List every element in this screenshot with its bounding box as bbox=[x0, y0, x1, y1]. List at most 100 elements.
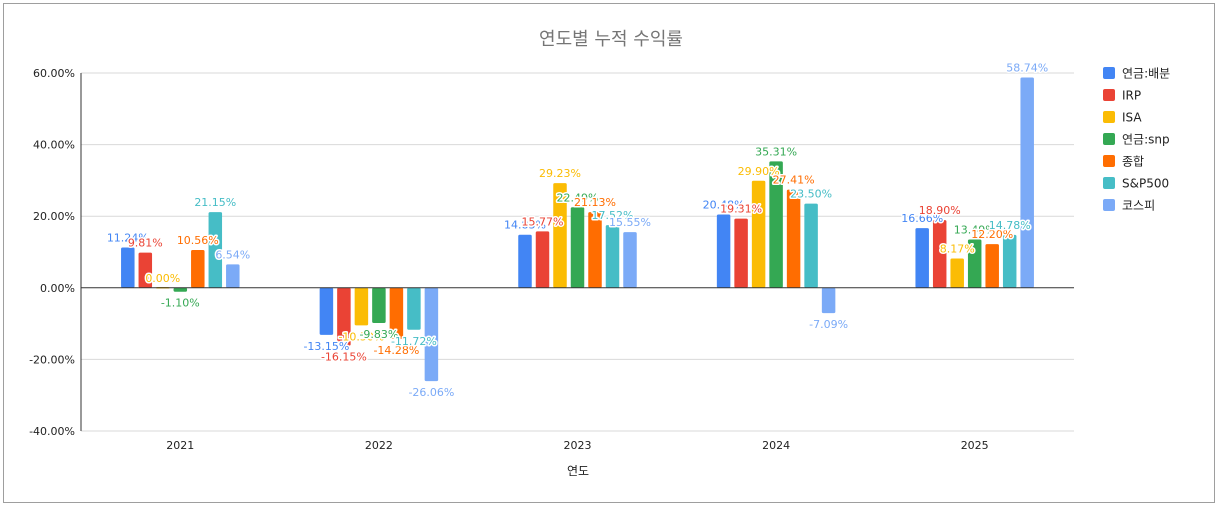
legend-label: S&P500 bbox=[1122, 177, 1169, 191]
bar-chart: 연도별 누적 수익률 -40.00% -20.00% 0.00% 20.00% 40.0… bbox=[29, 29, 1170, 478]
bar[interactable] bbox=[553, 183, 567, 288]
data-label: 20.48% bbox=[703, 198, 745, 211]
bar[interactable] bbox=[950, 258, 964, 288]
data-label: 15.77% bbox=[522, 215, 564, 228]
bar[interactable] bbox=[518, 234, 532, 288]
bar[interactable] bbox=[138, 252, 153, 288]
y-tick-label: 0.00% bbox=[40, 282, 75, 295]
bar[interactable] bbox=[389, 287, 404, 339]
legend-label: 연금:배분 bbox=[1122, 67, 1170, 81]
bar[interactable] bbox=[208, 212, 223, 288]
bar[interactable] bbox=[372, 287, 386, 323]
bar[interactable] bbox=[932, 220, 947, 288]
x-axis-title: 연도 bbox=[567, 464, 589, 478]
data-label: 23.50% bbox=[790, 188, 832, 201]
bar[interactable] bbox=[967, 239, 982, 288]
data-label: 19.31% bbox=[720, 203, 762, 216]
legend-label: 연금:snp bbox=[1122, 133, 1170, 147]
bar[interactable] bbox=[751, 180, 766, 288]
chart-frame: 연도별 누적 수익률 -40.00% -20.00% 0.00% 20.00% 40.0… bbox=[3, 3, 1215, 503]
x-axis-ticks: 2021 2022 2023 2024 2025 bbox=[166, 439, 988, 452]
y-tick-label: -20.00% bbox=[29, 353, 75, 366]
data-label: 17.52% bbox=[592, 209, 634, 222]
data-label: 15.55% bbox=[609, 216, 651, 229]
bar[interactable] bbox=[354, 287, 369, 326]
data-label: 14.78% bbox=[989, 219, 1031, 232]
data-label: 9.81% bbox=[128, 237, 163, 250]
legend-item[interactable]: S&P500 bbox=[1103, 177, 1169, 191]
legend-swatch bbox=[1103, 155, 1115, 167]
legend-item[interactable]: ISA bbox=[1103, 111, 1142, 125]
bar[interactable] bbox=[985, 244, 999, 288]
data-label: 11.24% bbox=[107, 232, 149, 245]
bar[interactable] bbox=[769, 161, 783, 288]
legend-item[interactable]: 연금:snp bbox=[1103, 133, 1170, 147]
legend-swatch bbox=[1103, 111, 1115, 123]
bar[interactable] bbox=[915, 228, 929, 288]
data-label: -10.50% bbox=[338, 330, 384, 343]
legend-item[interactable]: 연금:배분 bbox=[1103, 67, 1170, 81]
x-tick-label: 2022 bbox=[365, 439, 393, 452]
data-label: 21.13% bbox=[574, 196, 616, 209]
legend-item[interactable]: 코스피 bbox=[1103, 199, 1155, 213]
axes bbox=[80, 73, 1074, 431]
data-label: -11.72% bbox=[391, 335, 437, 348]
y-axis-ticks: -40.00% -20.00% 0.00% 20.00% 40.00% 60.00% bbox=[29, 67, 75, 438]
legend-item[interactable]: IRP bbox=[1103, 89, 1141, 103]
data-label: 29.23% bbox=[539, 167, 581, 180]
legend-label: ISA bbox=[1122, 111, 1142, 125]
data-label: -16.15% bbox=[321, 351, 367, 364]
data-labels: 11.24% -13.15% 14.83% 20.48% 16.66% 9.81% -16.… bbox=[105, 60, 1049, 401]
legend-swatch bbox=[1103, 199, 1115, 211]
data-label: -26.06% bbox=[408, 386, 454, 399]
data-label: 16.66% bbox=[901, 212, 943, 225]
bar[interactable] bbox=[535, 231, 550, 288]
y-tick-label: 40.00% bbox=[33, 139, 75, 152]
bar[interactable] bbox=[121, 247, 135, 288]
legend-label: 종합 bbox=[1122, 155, 1144, 169]
bar[interactable] bbox=[786, 189, 801, 288]
data-label: -14.28% bbox=[373, 344, 419, 357]
bar[interactable] bbox=[337, 287, 351, 346]
legend-swatch bbox=[1103, 67, 1115, 79]
bar[interactable] bbox=[191, 249, 205, 288]
bar[interactable] bbox=[1002, 234, 1017, 288]
bar[interactable] bbox=[319, 287, 334, 335]
data-label: -7.09% bbox=[809, 318, 848, 331]
bar[interactable] bbox=[716, 214, 731, 288]
legend[interactable]: 연금:배분 IRP ISA 연금:snp 종합 S&P500 코스피 bbox=[1103, 67, 1170, 213]
x-tick-label: 2024 bbox=[762, 439, 790, 452]
y-tick-label: -40.00% bbox=[29, 425, 75, 438]
legend-label: 코스피 bbox=[1122, 199, 1155, 213]
bar[interactable] bbox=[173, 287, 188, 292]
data-label: 58.74% bbox=[1006, 62, 1048, 75]
legend-item[interactable]: 종합 bbox=[1103, 155, 1144, 169]
bar[interactable] bbox=[1020, 77, 1034, 288]
bar[interactable] bbox=[424, 287, 439, 382]
legend-label: IRP bbox=[1122, 89, 1141, 103]
x-tick-label: 2023 bbox=[564, 439, 592, 452]
data-label: 18.90% bbox=[919, 204, 961, 217]
data-label: 6.54% bbox=[215, 248, 250, 261]
bar[interactable] bbox=[570, 207, 585, 288]
bar[interactable] bbox=[821, 287, 836, 314]
bar[interactable] bbox=[623, 232, 637, 288]
bar[interactable] bbox=[605, 225, 620, 288]
y-tick-label: 60.00% bbox=[33, 67, 75, 80]
bar[interactable] bbox=[588, 212, 602, 288]
y-tick-label: 20.00% bbox=[33, 210, 75, 223]
data-label: 22.49% bbox=[557, 191, 599, 204]
data-label: 0.00% bbox=[145, 272, 180, 285]
data-label: 35.31% bbox=[755, 145, 797, 158]
data-label: 21.15% bbox=[194, 196, 236, 209]
bar[interactable] bbox=[226, 264, 240, 288]
x-tick-label: 2021 bbox=[166, 439, 194, 452]
data-label: -1.10% bbox=[161, 297, 200, 310]
chart-title: 연도별 누적 수익률 bbox=[539, 29, 683, 50]
data-label: -9.83% bbox=[359, 328, 398, 341]
bar[interactable] bbox=[734, 218, 748, 288]
data-label: 10.56% bbox=[177, 234, 219, 247]
bar[interactable] bbox=[804, 203, 818, 288]
bar[interactable] bbox=[407, 287, 421, 330]
x-tick-label: 2025 bbox=[961, 439, 989, 452]
